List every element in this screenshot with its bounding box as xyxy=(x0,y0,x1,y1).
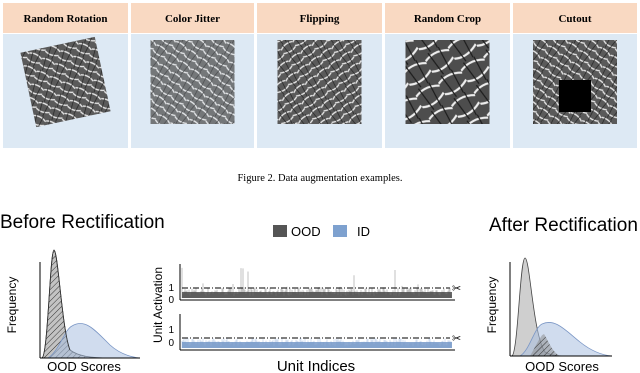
right-plot xyxy=(509,257,613,357)
left-x-label: OOD Scores xyxy=(47,359,121,373)
scissors: ✂ xyxy=(452,283,461,295)
image xyxy=(20,36,111,128)
middle-x-label: Unit Indices xyxy=(277,358,355,373)
middle-y-label: Unit Activation xyxy=(151,267,165,343)
tick: 1 xyxy=(168,283,174,294)
header-label: Random Rotation xyxy=(23,13,107,25)
legend-swatch xyxy=(273,225,287,237)
tick: 0 xyxy=(168,338,174,349)
tick: 1 xyxy=(168,325,174,336)
left-y-label: Frequency xyxy=(5,277,19,334)
header-label: Flipping xyxy=(300,13,340,25)
tick: 0 xyxy=(168,295,174,306)
cutout xyxy=(559,80,591,112)
image xyxy=(405,40,490,124)
legend-label: ID xyxy=(357,224,370,239)
right-title: After Rectification xyxy=(489,215,638,236)
header-label: Random Crop xyxy=(414,13,481,25)
image xyxy=(277,40,362,124)
scissors: ✂ xyxy=(452,333,461,345)
header-label: Color Jitter xyxy=(165,13,220,25)
legend-swatch xyxy=(333,225,347,237)
header-cell xyxy=(3,3,128,33)
header-label: Cutout xyxy=(558,13,591,25)
activation-band xyxy=(182,292,452,298)
augmentation-panel: Random Rotation Color Jitter Flipping Rando… xyxy=(3,3,637,148)
activation-band xyxy=(182,342,452,348)
left-plot xyxy=(39,249,141,359)
header-cell xyxy=(513,3,637,33)
activation-strips: ✂✂ xyxy=(179,264,461,351)
right-y-label: Frequency xyxy=(485,277,499,334)
left-title: Before Rectification xyxy=(0,212,165,233)
caption: Figure 2. Data augmentation examples. xyxy=(237,173,402,184)
header-cell xyxy=(131,3,254,33)
image xyxy=(150,40,235,124)
right-x-label: OOD Scores xyxy=(525,359,599,373)
header-cell xyxy=(257,3,382,33)
legend-label: OOD xyxy=(291,224,321,239)
header-cell xyxy=(385,3,510,33)
